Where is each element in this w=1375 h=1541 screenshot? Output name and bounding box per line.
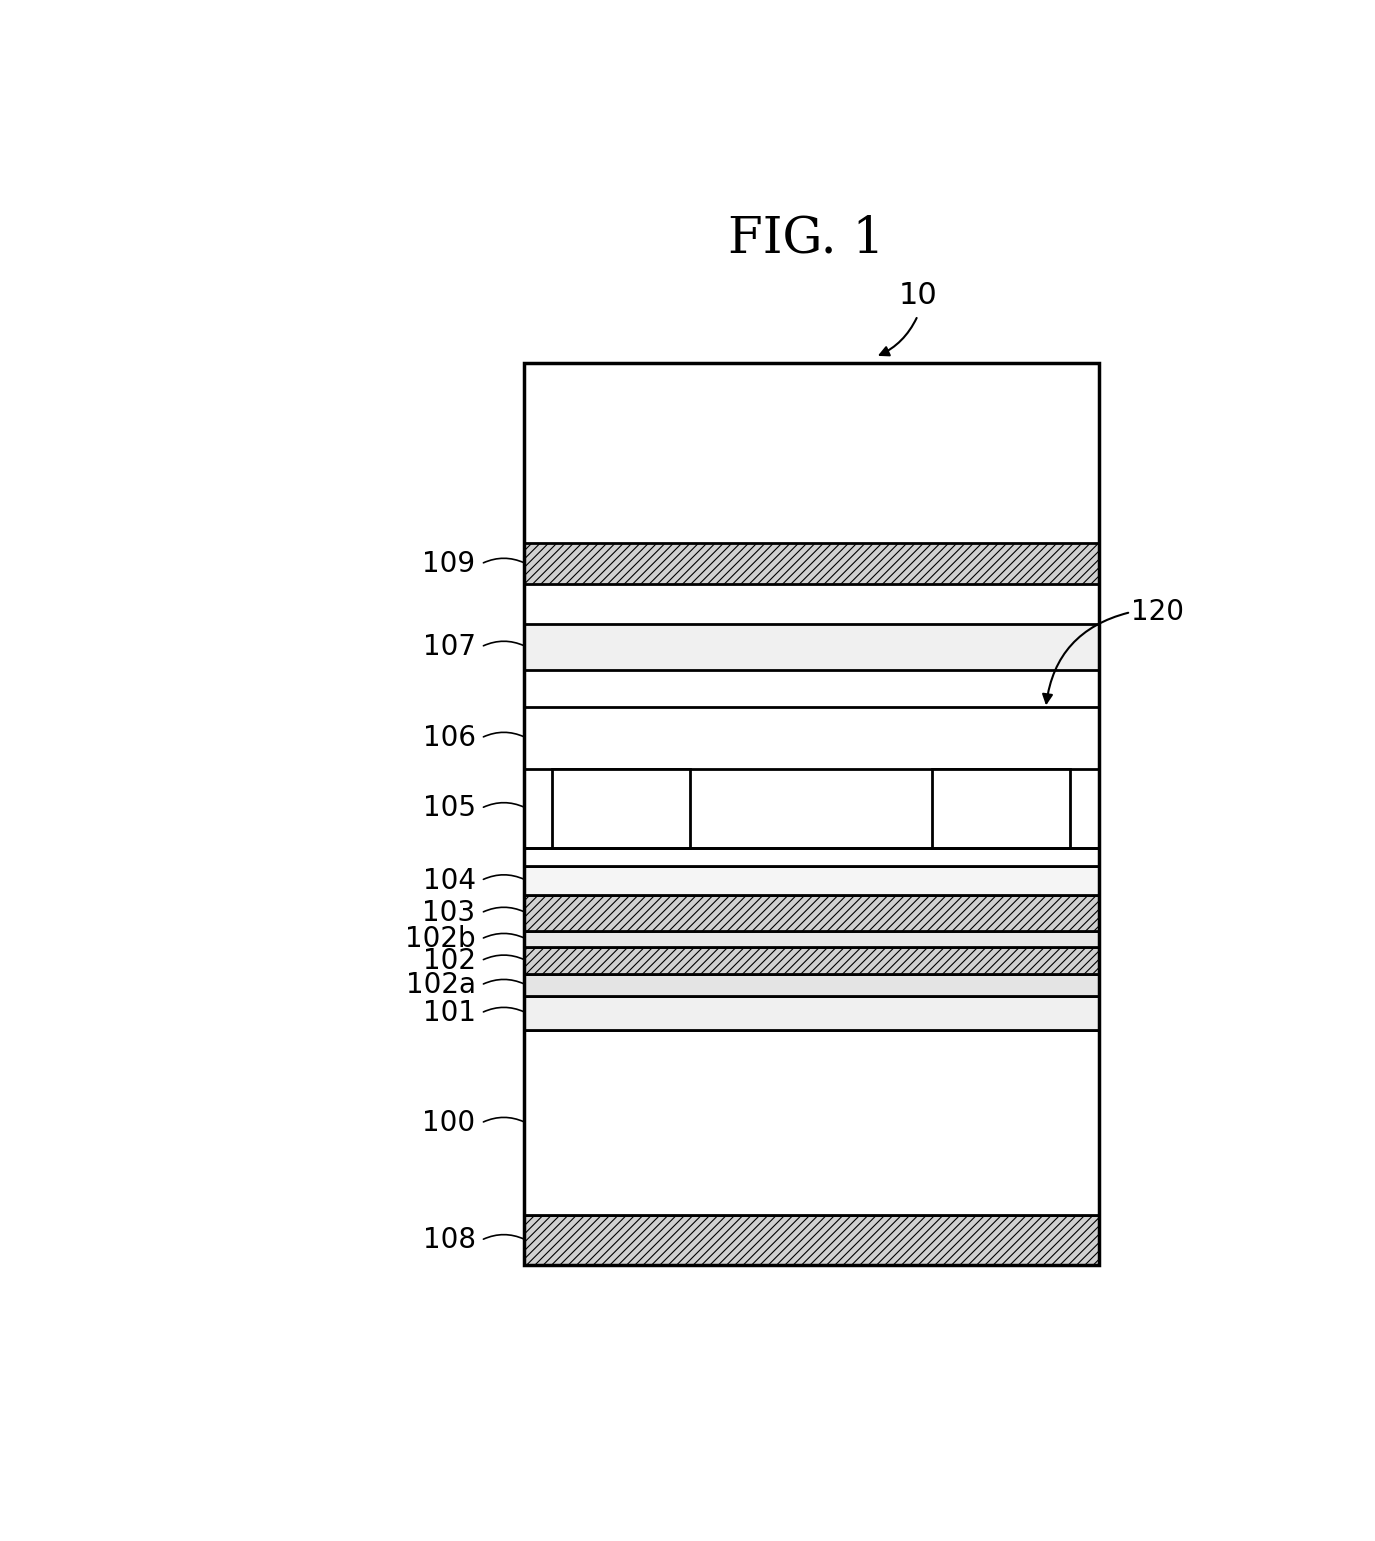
- Text: 106: 106: [422, 724, 476, 752]
- Text: 100: 100: [422, 1110, 476, 1137]
- Bar: [524, 895, 1099, 931]
- Text: FIG. 1: FIG. 1: [727, 214, 884, 264]
- Text: 103: 103: [422, 898, 476, 928]
- Bar: [932, 769, 1070, 848]
- Bar: [524, 707, 1099, 769]
- Bar: [524, 848, 1099, 866]
- Bar: [524, 544, 1099, 584]
- Text: 10: 10: [898, 280, 938, 310]
- Bar: [524, 931, 1099, 948]
- Bar: [524, 995, 1099, 1031]
- Text: 102a: 102a: [406, 971, 476, 999]
- Bar: [524, 866, 1099, 895]
- Text: 109: 109: [422, 550, 476, 578]
- Text: 101: 101: [422, 999, 476, 1028]
- Text: 105: 105: [422, 795, 476, 823]
- Bar: [524, 364, 1099, 1265]
- Text: 120: 120: [1130, 598, 1184, 626]
- Text: 107: 107: [422, 633, 476, 661]
- Bar: [524, 1216, 1099, 1265]
- Bar: [524, 948, 1099, 974]
- Bar: [553, 769, 690, 848]
- Text: 102b: 102b: [406, 925, 476, 954]
- Bar: [524, 624, 1099, 669]
- Text: 102: 102: [422, 946, 476, 975]
- Text: 104: 104: [422, 866, 476, 894]
- Text: 108: 108: [422, 1227, 476, 1254]
- Bar: [524, 974, 1099, 995]
- Bar: [524, 1031, 1099, 1216]
